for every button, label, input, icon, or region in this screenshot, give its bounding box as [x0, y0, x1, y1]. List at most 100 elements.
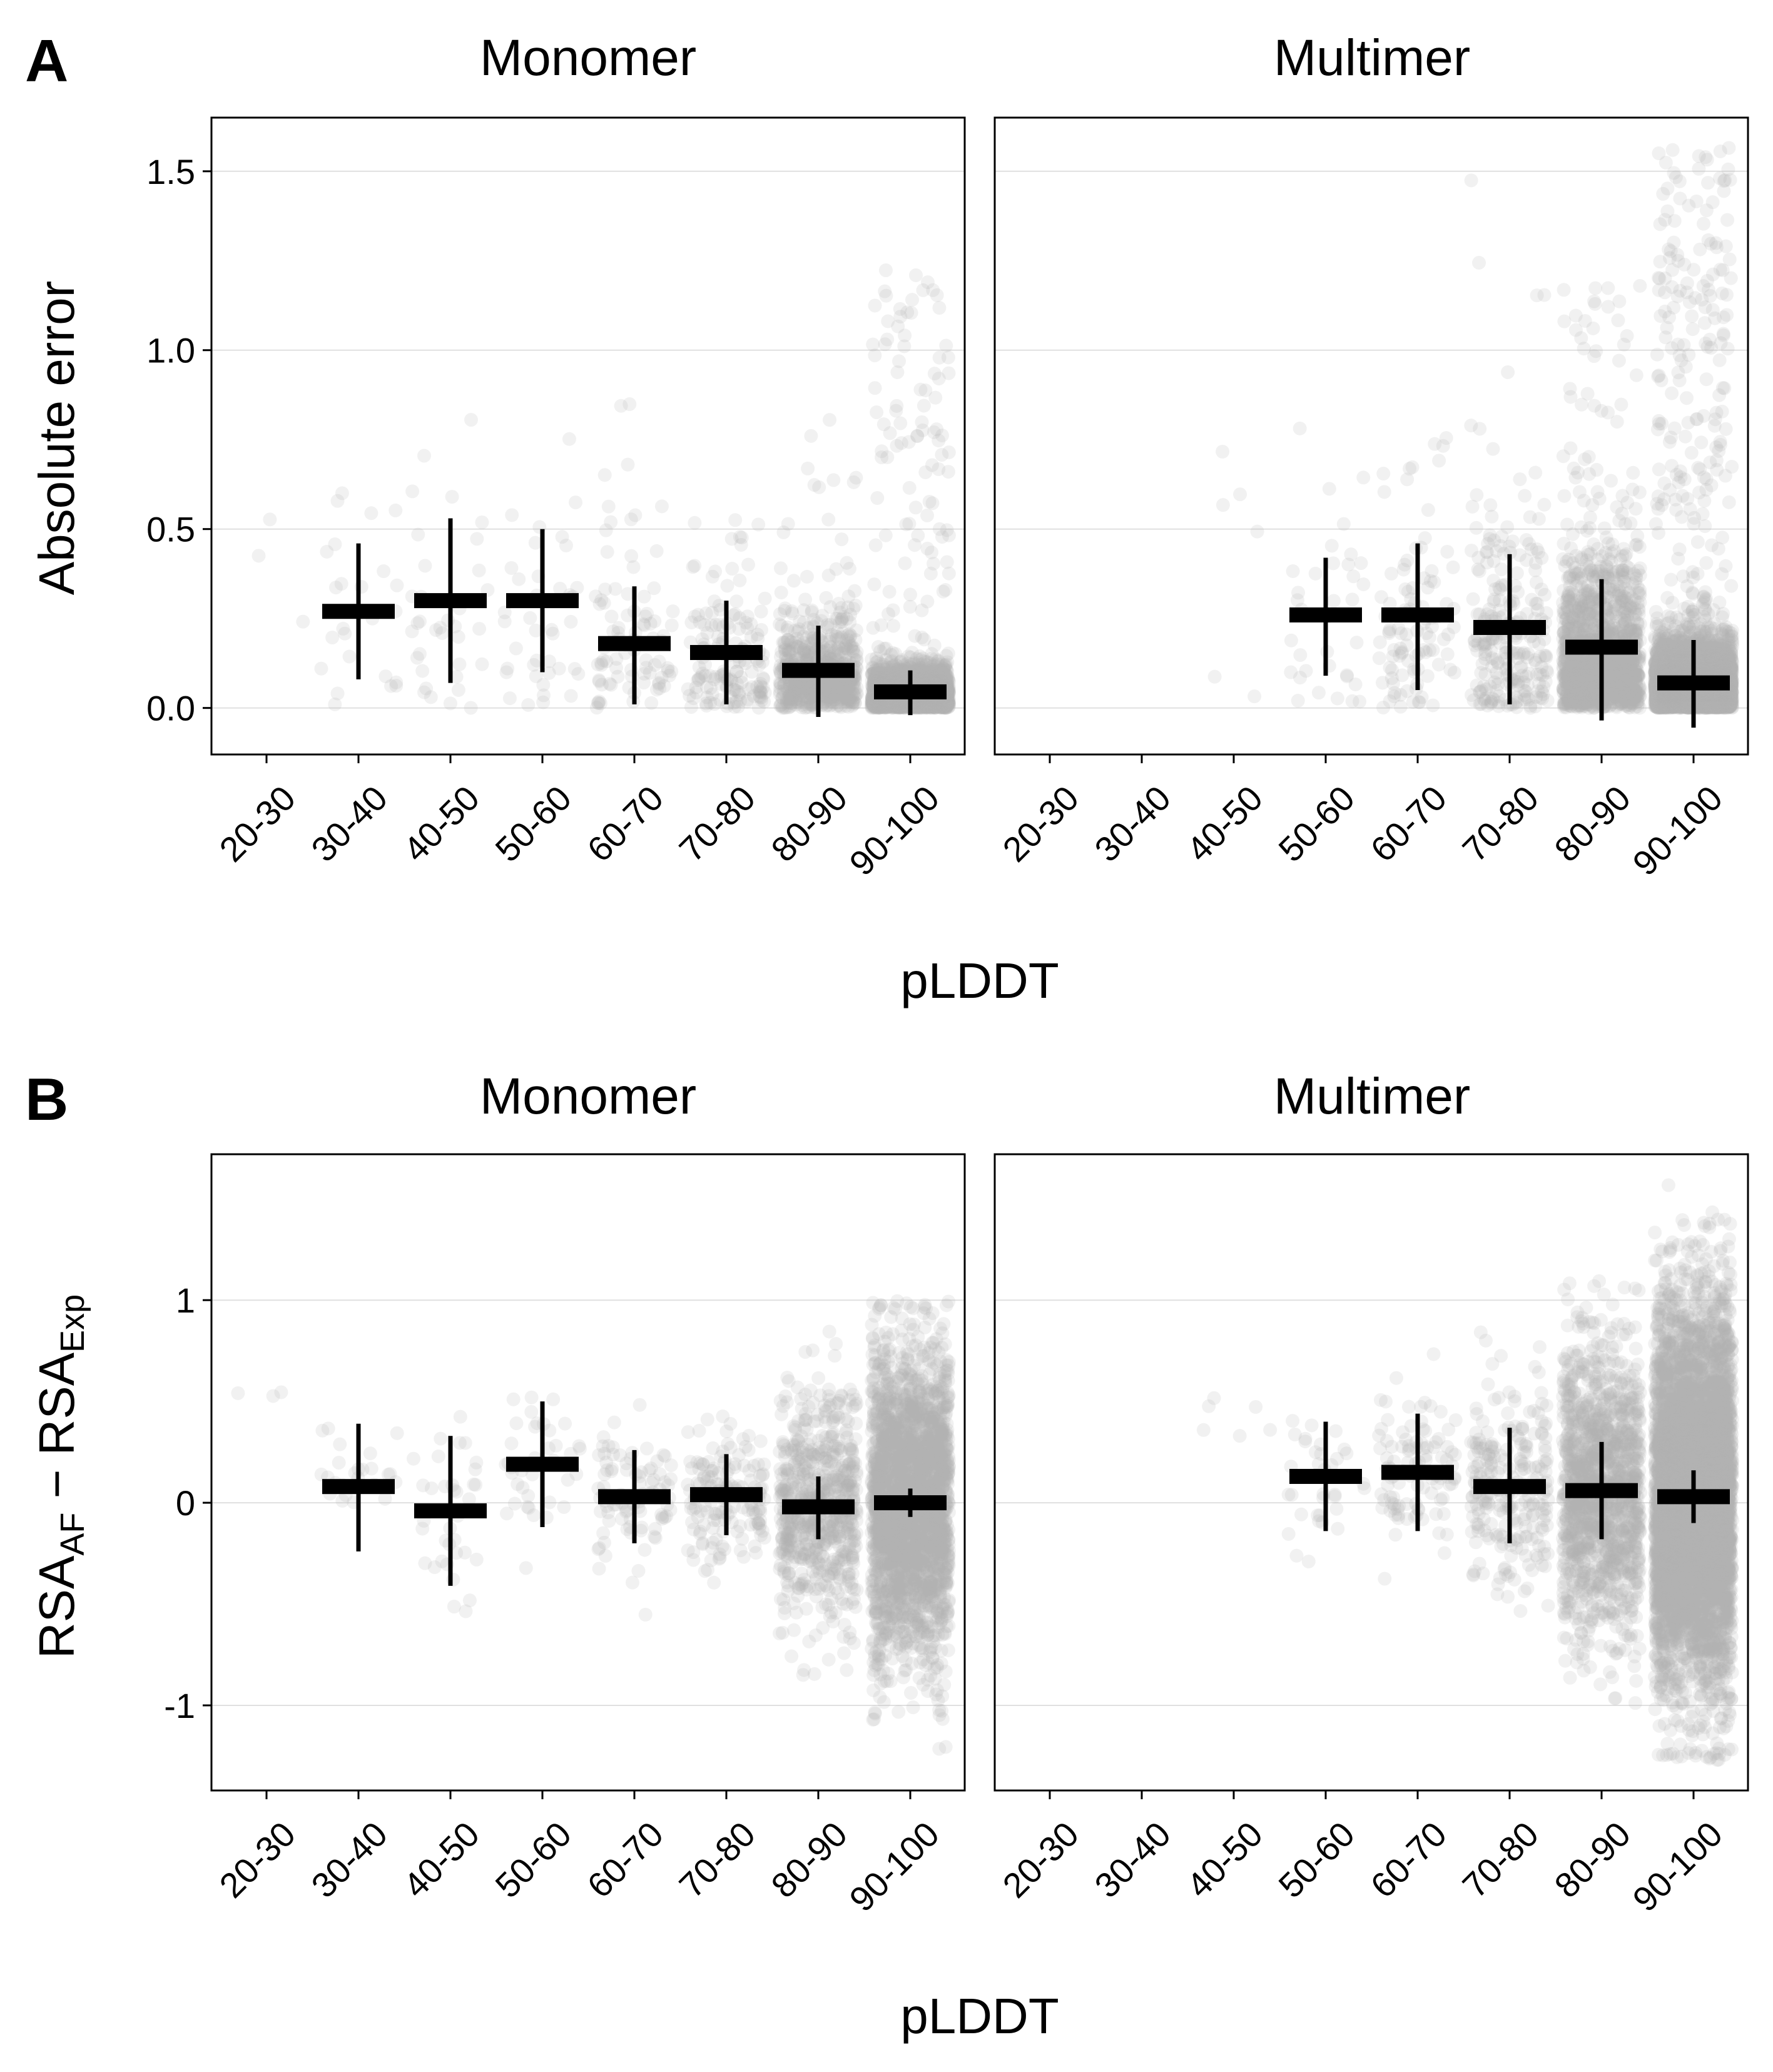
- panel-a-monomer-point: [726, 608, 740, 622]
- panel-a-multimer-point: [1614, 398, 1628, 412]
- panel-a-monomer-point: [758, 592, 772, 606]
- panel-a-monomer-point: [504, 561, 518, 575]
- panel-a-multimer-point: [1421, 503, 1435, 517]
- panel-a-monomer-point: [599, 524, 613, 537]
- panel-b-y-title-sub-af: AF: [54, 1513, 91, 1556]
- panel-a-multimer-point: [1487, 534, 1501, 547]
- panel-a-monomer-point: [902, 435, 916, 449]
- panel-a-monomer-point: [881, 607, 895, 621]
- panel-a-monomer-point: [602, 677, 616, 691]
- panel-a-multimer-point: [1510, 566, 1524, 580]
- panel-a-monomer-point: [918, 465, 932, 479]
- panel-a-multimer-point: [1589, 344, 1603, 358]
- panel-a-monomer-point: [775, 586, 788, 599]
- panel-a-monomer-point: [797, 603, 811, 617]
- panel-a-multimer-point: [1421, 581, 1435, 594]
- panel-a-multimer-point: [1395, 626, 1408, 640]
- panel-a-monomer-point: [650, 544, 664, 558]
- panel-a-multimer-point: [1581, 387, 1595, 400]
- panel-a-monomer-point: [942, 647, 955, 661]
- panel-a-monomer-point: [644, 696, 658, 710]
- panel-a-monomer-ytick-label: 1.0: [146, 331, 195, 370]
- panel-a-monomer-point: [472, 564, 486, 577]
- panel-a-monomer-point: [564, 615, 577, 629]
- panel-a-multimer-point: [1323, 482, 1336, 495]
- panel-a-monomer-point: [464, 413, 478, 427]
- panel-a-multimer-point: [1466, 592, 1480, 606]
- panel-b-y-title-sub-exp: Exp: [54, 1294, 91, 1353]
- panel-a-multimer-point: [1588, 297, 1602, 311]
- panel-a-monomer-point: [868, 381, 882, 395]
- panel-a-monomer-point: [390, 579, 404, 592]
- panel-a-monomer-point: [909, 500, 923, 514]
- panel-a-multimer-point: [1493, 593, 1506, 607]
- panel-a-multimer-point: [1376, 676, 1389, 689]
- panel-a-monomer-point: [343, 649, 357, 663]
- panel-a-monomer-point: [835, 532, 848, 546]
- panel-a-monomer-point: [624, 512, 638, 526]
- panel-a-monomer-point: [435, 626, 449, 640]
- panel-a-monomer-point: [903, 481, 917, 495]
- panel-a-multimer-point: [1525, 542, 1538, 556]
- panel-a-monomer-point: [329, 581, 343, 594]
- panel-a-monomer-point: [781, 517, 795, 531]
- panel-a-multimer-point: [1522, 667, 1536, 681]
- panel-a-monomer-point: [869, 539, 883, 552]
- panel-a-monomer-xtick-label: 40-50: [395, 778, 487, 870]
- panel-a-monomer-point: [331, 686, 345, 700]
- panel-a-monomer-xtick-label: 50-60: [487, 778, 579, 870]
- panel-a-monomer-point: [812, 480, 826, 494]
- panel-b-y-title-rsa1: RSA: [29, 1555, 84, 1658]
- panel-a-multimer-point: [1466, 500, 1480, 514]
- panel-a-monomer-point: [655, 499, 669, 513]
- panel-a-multimer-point: [1523, 510, 1537, 524]
- panel-a-monomer-point: [609, 582, 622, 596]
- panel-a-monomer-point: [832, 597, 846, 611]
- panel-a-multimer-point: [1251, 525, 1264, 539]
- panel-a-monomer-ytick-label: 1.5: [146, 152, 195, 191]
- panel-a-monomer-point: [878, 337, 892, 351]
- panel-a-multimer-point: [1426, 643, 1440, 657]
- panel-a-monomer-xtick-label: 30-40: [303, 778, 395, 870]
- panel-b-y-title: RSAAF − RSAExp: [29, 1294, 91, 1658]
- panel-a-monomer-point: [624, 549, 638, 563]
- panel-a-monomer-point: [605, 610, 619, 624]
- panel-a-monomer-point: [688, 516, 701, 530]
- panel-a-monomer-point: [868, 701, 882, 714]
- panel-a-monomer-point: [848, 584, 861, 598]
- panel-a-multimer-point: [1432, 454, 1446, 467]
- panel-a-multimer-point: [1350, 636, 1364, 649]
- panel-a-multimer-point: [1291, 694, 1305, 708]
- panel-a-monomer-mean-bar: [506, 593, 579, 608]
- panel-a-monomer-point: [569, 495, 582, 509]
- panel-a-monomer-point: [503, 691, 517, 705]
- panel-a-monomer-point: [774, 676, 788, 690]
- panel-a-multimer-point: [1331, 691, 1344, 705]
- panel-a-multimer-point: [1567, 462, 1581, 475]
- panel-a-multimer-point: [1247, 689, 1261, 703]
- panel-a-multimer-point: [1473, 685, 1487, 699]
- panel-a-multimer-point: [1406, 460, 1420, 474]
- panel-a-monomer-point: [903, 587, 917, 601]
- panel-a-monomer-point: [509, 641, 523, 655]
- panel-a-monomer-point: [536, 696, 550, 709]
- panel-a-monomer-mean-bar: [322, 604, 395, 619]
- panel-a-multimer-point: [1472, 256, 1486, 270]
- panel-a-multimer-point: [1216, 445, 1229, 459]
- panel-a-multimer-point: [1400, 472, 1414, 486]
- panel-a-multimer-point: [1378, 485, 1391, 499]
- panel-a-monomer-xtick-label: 60-70: [579, 778, 671, 870]
- panel-a-monomer-point: [892, 354, 906, 368]
- panel-a-monomer-point: [377, 564, 390, 578]
- panel-b-y-title-rsa2: RSA: [29, 1352, 84, 1455]
- panel-a-monomer-point: [801, 462, 815, 475]
- panel-a-monomer-point: [500, 662, 514, 676]
- panel-a-monomer-point: [523, 611, 537, 625]
- panel-a-monomer-point: [445, 490, 459, 504]
- panel-a-multimer-point: [1446, 561, 1460, 574]
- panel-a-monomer-xtick-label: 80-90: [763, 778, 855, 870]
- panel-a-monomer-point: [335, 486, 349, 500]
- panel-a-letter: A: [25, 28, 68, 94]
- panel-a-monomer-point: [881, 315, 895, 328]
- panel-a-monomer-point: [364, 506, 378, 520]
